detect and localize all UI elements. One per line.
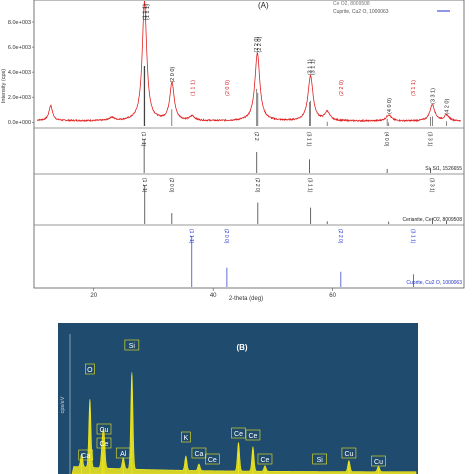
peak-annotation: (3 1 1) — [310, 59, 316, 75]
element-label-box — [181, 431, 191, 443]
peak-annotation: (3 1 1) — [411, 80, 417, 96]
peak-annotations: (1 1 1)(1 1 1)(2 0 0)(1 1 1) (2 0 0)(2 2 … — [142, 4, 450, 115]
element-label-box — [124, 339, 140, 351]
element-label: O — [87, 367, 93, 374]
element-label-box — [96, 423, 112, 435]
x-axis-label: 2-theta (deg) — [229, 296, 263, 302]
element-label-box — [96, 437, 112, 449]
reference-line-label: (2 2 0) — [337, 229, 343, 244]
reference-line-label: (1 1 1) — [188, 229, 194, 244]
element-label: Cu — [100, 427, 109, 434]
panel-a-label: (A) — [258, 1, 269, 10]
y-axis-label: Intensity (cps) — [1, 69, 7, 103]
reference-line-label: (3 1 1) — [305, 132, 311, 147]
element-label: Cu — [344, 451, 353, 458]
y-tick-label: 4.0e+003 — [8, 70, 31, 76]
peak-annotation: (2 2 0) — [339, 80, 345, 96]
reference-line-label: (3 3 1) — [426, 132, 432, 147]
element-label-box — [257, 453, 273, 465]
panel-b-y-axis-label: cps/eV — [60, 396, 66, 413]
element-label-box — [231, 427, 246, 439]
element-label: Ce — [261, 457, 270, 464]
peak-annotation: (4 0 0) — [387, 98, 393, 114]
element-label-box — [191, 447, 207, 459]
y-ticks: 0.0e+000 2.0e+003 4.0e+003 6.0e+003 8.0e+003 — [8, 20, 34, 126]
x-tick-label: 60 — [329, 293, 336, 299]
reference-line-label: (3 1 1) — [307, 178, 313, 193]
x-tick-label: 40 — [210, 293, 217, 299]
element-label: Ce — [208, 457, 217, 464]
element-label: Ca — [81, 453, 90, 460]
element-label: Cu — [374, 459, 383, 466]
element-label-box — [85, 363, 95, 375]
panel-a: (A) Ce O2, 8009508 Cuprite, Cu2 O, 10000… — [1, 0, 465, 302]
reference-pattern-name: Si, Si1, 1526655 — [425, 166, 462, 172]
element-label: Si — [129, 343, 136, 350]
element-label-box — [371, 455, 386, 467]
element-label-box — [245, 429, 261, 441]
panel-b: (B) cps/eV O Si Cu Ce Ca Al K Ca Ce Ce Ce Ce Cu Cu Si — [58, 323, 418, 474]
element-label-box — [115, 447, 131, 459]
peak-annotation: (2 2 0) — [257, 37, 263, 53]
peak-annotation: (2 0 0) — [170, 67, 176, 83]
element-label: Ce — [234, 431, 243, 438]
element-labels: O Si Cu Ce Ca Al K Ca Ce Ce Ce Ce Cu Cu Si — [78, 339, 386, 467]
eds-spectrum — [71, 372, 417, 474]
x-ticks: 20 40 60 — [90, 288, 337, 299]
y-tick-label: 8.0e+003 — [8, 20, 31, 26]
peak-annotation: (1 1 1) — [145, 4, 151, 20]
element-label: Ce — [248, 433, 257, 440]
peak-annotation: (2 2 0) — [254, 37, 260, 53]
peak-annotation: (4 2 0) — [445, 99, 451, 115]
y-tick-label: 0.0e+000 — [8, 120, 31, 126]
reference-line-label: (4 0 0) — [383, 132, 389, 147]
element-label: Al — [120, 451, 127, 458]
peak-annotation: (3 3 1) — [430, 88, 436, 104]
eds-spectrum-area — [71, 372, 417, 474]
element-label-box — [312, 453, 327, 465]
element-label-box — [205, 453, 220, 465]
reference-pattern-name: Cuprite, Cu2 O, 1000063 — [406, 280, 462, 286]
reference-line-label: (2 0 0) — [223, 229, 229, 244]
element-label: K — [184, 435, 189, 442]
x-tick-label: 20 — [90, 293, 97, 299]
reference-patterns: Si, Si1, 1526655 (1 1 1) (2 2 (3 1 1) (4 0 0… — [140, 132, 462, 287]
measured-pattern — [36, 0, 462, 126]
legend-entry-cuprite: Cuprite, Cu2 O, 1000063 — [333, 9, 389, 15]
element-label: Si — [317, 457, 324, 464]
reference-line-label: (1 1 1) — [140, 132, 146, 147]
peak-annotation: (3 1 1) — [307, 59, 313, 75]
reference-line-label: (1 1 1) — [141, 178, 147, 193]
legend-partial-text: Ce O2, 8009508 — [333, 1, 370, 7]
peak-annotation: (1 1 1) — [142, 4, 148, 20]
element-label: Ca — [194, 451, 203, 458]
panel-a-frame — [33, 0, 465, 289]
reference-line-label: (2 2 0) — [254, 178, 260, 193]
y-tick-label: 6.0e+003 — [8, 45, 31, 51]
peak-annotation: (1 1 1) — [190, 80, 196, 96]
element-label-box — [341, 447, 357, 459]
reference-line-label: (3 3 1) — [428, 178, 434, 193]
element-label-box — [78, 449, 94, 461]
element-label: Ce — [100, 441, 109, 448]
reference-line-label: (2 0 0) — [168, 178, 174, 193]
peak-annotation: (2 0 0) — [225, 80, 231, 96]
panel-b-label: (B) — [236, 343, 247, 352]
measured-pattern-line — [36, 0, 462, 123]
y-tick-label: 2.0e+003 — [8, 95, 31, 101]
reference-line-label: (2 2 — [253, 132, 259, 141]
reference-line-label: (3 1 1) — [409, 229, 415, 244]
